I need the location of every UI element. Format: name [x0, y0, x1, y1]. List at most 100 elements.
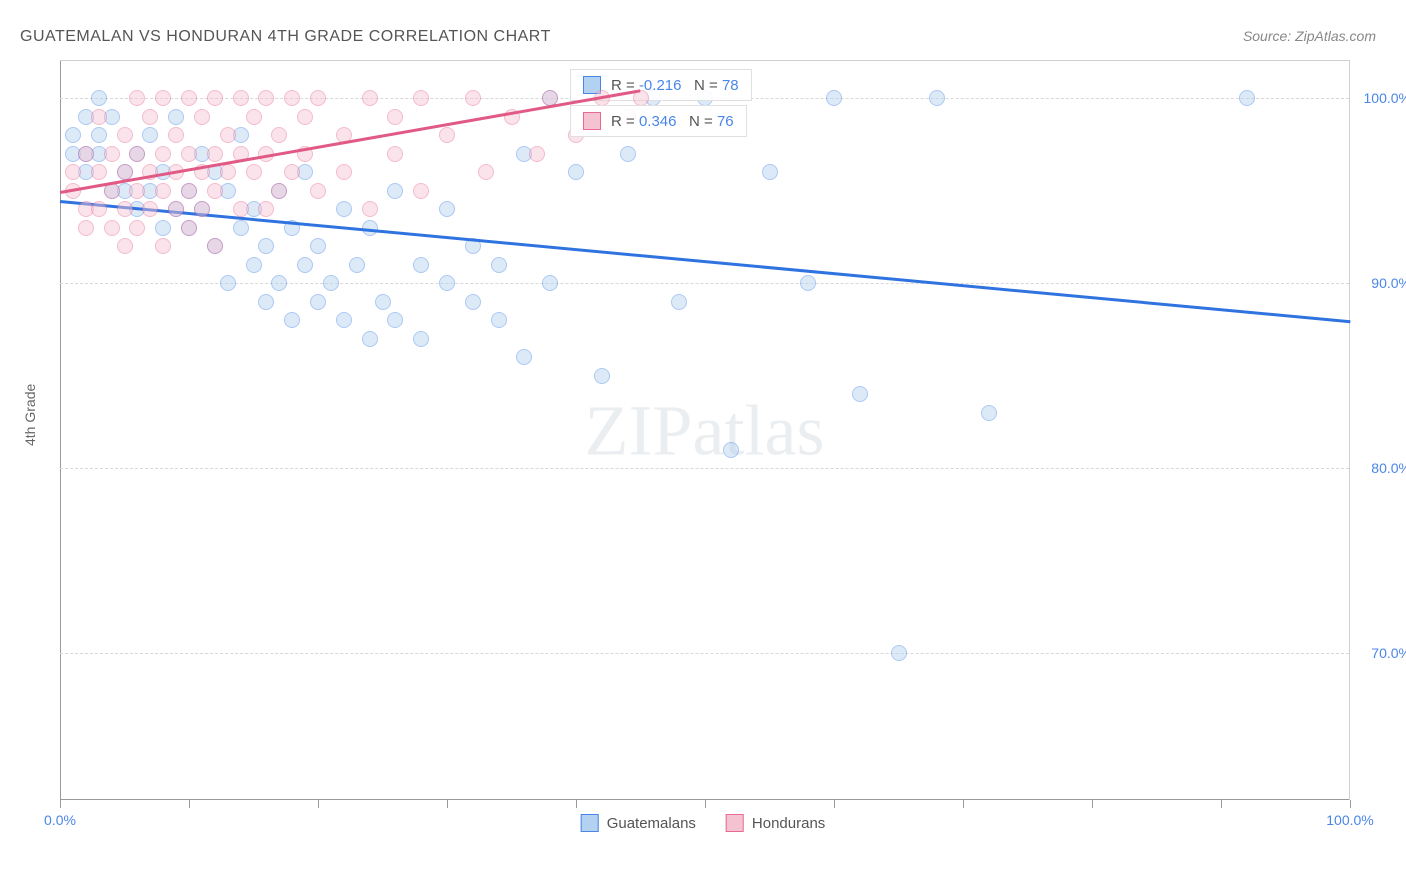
- x-tick: [576, 800, 577, 808]
- gridline: [60, 283, 1349, 284]
- watermark-atlas: atlas: [693, 390, 825, 470]
- y-axis: [60, 61, 61, 800]
- data-point: [439, 201, 455, 217]
- data-point: [117, 238, 133, 254]
- legend: Guatemalans Hondurans: [581, 814, 826, 832]
- x-tick-label: 0.0%: [44, 812, 76, 828]
- stat-text: R = 0.346 N = 76: [611, 113, 734, 130]
- x-tick: [1221, 800, 1222, 808]
- data-point: [91, 90, 107, 106]
- data-point: [155, 90, 171, 106]
- data-point: [258, 90, 274, 106]
- data-point: [233, 201, 249, 217]
- chart-title: GUATEMALAN VS HONDURAN 4TH GRADE CORRELA…: [20, 28, 551, 46]
- legend-swatch-icon: [726, 814, 744, 832]
- data-point: [129, 220, 145, 236]
- data-point: [155, 238, 171, 254]
- data-point: [413, 257, 429, 273]
- data-point: [271, 127, 287, 143]
- x-tick: [60, 800, 61, 808]
- x-tick: [1350, 800, 1351, 808]
- stat-box: R = 0.346 N = 76: [570, 105, 747, 137]
- legend-item-guatemalans: Guatemalans: [581, 814, 696, 832]
- x-tick: [705, 800, 706, 808]
- data-point: [336, 312, 352, 328]
- data-point: [78, 220, 94, 236]
- data-point: [387, 312, 403, 328]
- data-point: [181, 146, 197, 162]
- data-point: [620, 146, 636, 162]
- data-point: [168, 201, 184, 217]
- data-point: [181, 183, 197, 199]
- data-point: [349, 257, 365, 273]
- data-point: [233, 90, 249, 106]
- data-point: [129, 183, 145, 199]
- data-point: [362, 90, 378, 106]
- data-point: [181, 220, 197, 236]
- data-point: [168, 109, 184, 125]
- data-point: [362, 331, 378, 347]
- data-point: [91, 127, 107, 143]
- data-point: [800, 275, 816, 291]
- data-point: [117, 201, 133, 217]
- data-point: [439, 127, 455, 143]
- source-label: Source: ZipAtlas.com: [1243, 28, 1376, 44]
- data-point: [362, 201, 378, 217]
- data-point: [129, 90, 145, 106]
- data-point: [723, 442, 739, 458]
- x-tick: [318, 800, 319, 808]
- data-point: [220, 164, 236, 180]
- data-point: [246, 109, 262, 125]
- legend-label: Guatemalans: [607, 815, 696, 832]
- data-point: [284, 164, 300, 180]
- data-point: [310, 238, 326, 254]
- data-point: [142, 109, 158, 125]
- data-point: [207, 146, 223, 162]
- data-point: [91, 201, 107, 217]
- legend-swatch-icon: [581, 814, 599, 832]
- data-point: [65, 164, 81, 180]
- data-point: [194, 109, 210, 125]
- watermark: ZIPatlas: [585, 389, 825, 472]
- data-point: [207, 183, 223, 199]
- data-point: [142, 201, 158, 217]
- data-point: [117, 127, 133, 143]
- y-tick-label: 70.0%: [1371, 645, 1406, 661]
- data-point: [271, 275, 287, 291]
- data-point: [323, 275, 339, 291]
- data-point: [336, 201, 352, 217]
- data-point: [413, 90, 429, 106]
- data-point: [194, 201, 210, 217]
- data-point: [387, 109, 403, 125]
- data-point: [155, 146, 171, 162]
- data-point: [155, 183, 171, 199]
- x-tick: [963, 800, 964, 808]
- data-point: [207, 90, 223, 106]
- data-point: [168, 127, 184, 143]
- stat-swatch-icon: [583, 112, 601, 130]
- y-axis-label: 4th Grade: [22, 384, 38, 446]
- data-point: [852, 386, 868, 402]
- data-point: [671, 294, 687, 310]
- data-point: [413, 183, 429, 199]
- data-point: [181, 90, 197, 106]
- data-point: [826, 90, 842, 106]
- data-point: [297, 109, 313, 125]
- data-point: [929, 90, 945, 106]
- data-point: [220, 275, 236, 291]
- data-point: [413, 331, 429, 347]
- data-point: [594, 368, 610, 384]
- data-point: [336, 164, 352, 180]
- gridline: [60, 653, 1349, 654]
- data-point: [465, 294, 481, 310]
- data-point: [1239, 90, 1255, 106]
- data-point: [65, 127, 81, 143]
- data-point: [491, 312, 507, 328]
- x-tick: [834, 800, 835, 808]
- data-point: [375, 294, 391, 310]
- data-point: [284, 90, 300, 106]
- y-tick-label: 90.0%: [1371, 275, 1406, 291]
- data-point: [465, 90, 481, 106]
- data-point: [91, 109, 107, 125]
- data-point: [220, 127, 236, 143]
